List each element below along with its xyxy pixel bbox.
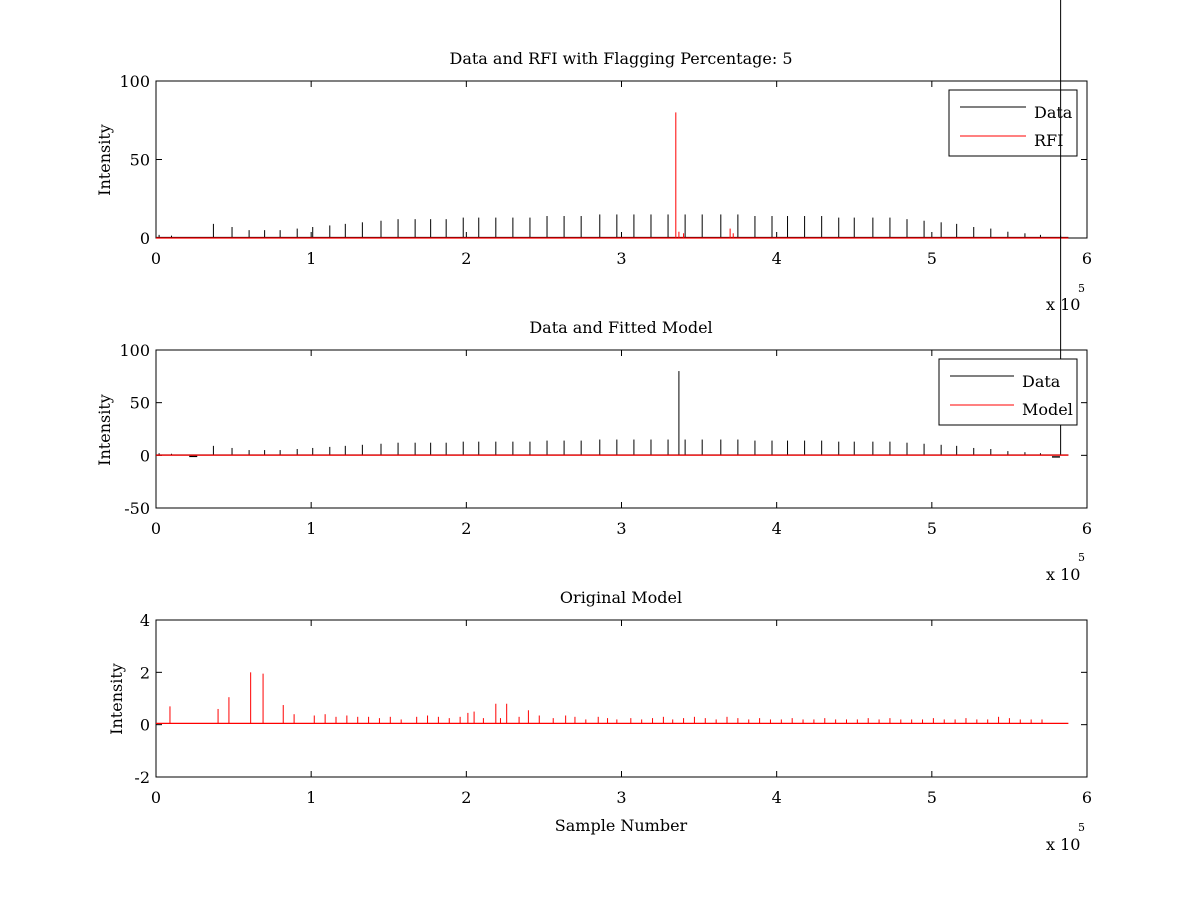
panel-1-ylabel: Intensity [95,124,114,196]
x-tick-label: 5 [927,788,937,807]
x-tick-label: 3 [616,788,626,807]
x-tick-label: 3 [616,249,626,268]
panel-original-model: Original Model Intensity Sample Number 0… [107,588,1092,854]
panel-2-ylabel: Intensity [95,394,114,466]
series-model-panel-3 [156,672,1069,724]
panel-3-x-multiplier-exponent: 5 [1078,821,1085,834]
panel-3-ylabel: Intensity [107,663,126,735]
panel-2-legend-box [938,358,1078,426]
panel-3-x-multiplier: x 10 [1046,835,1080,854]
x-tick-label: 0 [151,249,161,268]
panel-1-legend: Data RFI [948,89,1078,157]
panel-2-title: Data and Fitted Model [529,318,712,337]
x-tick-label: 2 [461,519,471,538]
y-tick-label: 50 [130,151,150,170]
y-tick-label: 0 [140,716,150,735]
panel-1-legend-label-data: Data [1034,103,1073,122]
panel-1-title: Data and RFI with Flagging Percentage: 5 [449,49,792,68]
x-tick-label: 5 [927,519,937,538]
y-tick-label: 100 [119,341,150,360]
x-tick-label: 6 [1082,249,1092,268]
y-tick-label: 0 [140,229,150,248]
series-rfi-panel-1 [156,112,1069,239]
panel-2-x-multiplier: x 10 [1046,565,1080,584]
x-tick-label: 5 [927,249,937,268]
panel-1-legend-box [948,89,1078,157]
x-tick-label: 2 [461,788,471,807]
x-tick-label: 0 [151,788,161,807]
y-tick-label: -2 [134,768,150,787]
x-tick-label: 6 [1082,788,1092,807]
x-tick-label: 3 [616,519,626,538]
panel-2-legend-label-data: Data [1022,372,1061,391]
x-tick-label: 4 [772,519,782,538]
y-tick-label: 100 [119,72,150,91]
panel-1-legend-label-rfi: RFI [1034,131,1063,150]
y-tick-label: 50 [130,394,150,413]
panel-2-legend-label-model: Model [1022,400,1073,419]
panel-fitted-model: Data and Fitted Model Intensity 0 1 2 3 4 5 6 -… [95,0,1092,584]
x-tick-label: 6 [1082,519,1092,538]
panel-3-xlabel: Sample Number [555,816,688,835]
x-tick-label: 4 [772,788,782,807]
x-tick-label: 1 [306,519,316,538]
x-tick-label: 4 [772,249,782,268]
y-tick-label: -50 [124,499,150,518]
panel-2-x-multiplier-exponent: 5 [1078,551,1085,564]
panel-3-title: Original Model [560,588,682,607]
y-tick-label: 2 [140,663,150,682]
y-tick-label: 0 [140,446,150,465]
panel-rfi: Data and RFI with Flagging Percentage: 5… [95,49,1092,314]
panel-1-x-multiplier: x 10 [1046,295,1080,314]
x-tick-label: 1 [306,788,316,807]
x-tick-label: 1 [306,249,316,268]
panel-1-plot-area: 0 1 2 3 4 5 6 0 50 100 [119,72,1092,268]
x-tick-label: 0 [151,519,161,538]
y-tick-label: 4 [140,611,150,630]
panel-1-x-multiplier-exponent: 5 [1078,282,1085,295]
panel-2-legend: Data Model [938,358,1078,426]
x-tick-label: 2 [461,249,471,268]
